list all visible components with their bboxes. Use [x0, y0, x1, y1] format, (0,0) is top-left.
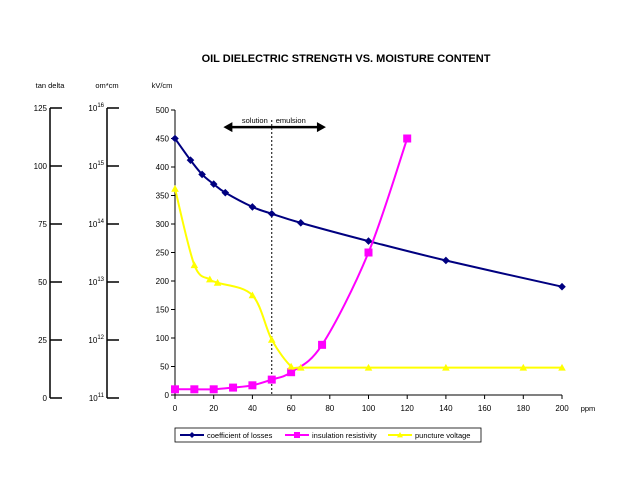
- data-point: [442, 256, 450, 265]
- legend-box: [174, 427, 482, 443]
- legend-marker: [294, 432, 300, 438]
- data-point: [171, 385, 179, 394]
- data-point: [209, 180, 218, 188]
- legend-marker: [189, 432, 195, 438]
- data-point: [198, 170, 206, 179]
- y-tick-label: 400: [156, 163, 170, 172]
- data-point: [171, 184, 179, 192]
- data-point: [318, 340, 327, 349]
- series-layer: [171, 134, 566, 394]
- data-point: [248, 291, 257, 299]
- resistivity-tick-label: 1011: [89, 393, 105, 403]
- x-tick-label: 160: [478, 404, 492, 413]
- tan-delta-tick-label: 100: [34, 162, 48, 171]
- y-tick-label: 450: [156, 135, 170, 144]
- x-tick-label: 40: [248, 404, 257, 413]
- x-tick-label: 140: [439, 404, 453, 413]
- x-tick-label: 80: [325, 404, 334, 413]
- data-point: [267, 209, 276, 218]
- data-point: [287, 368, 296, 377]
- x-tick-label: 200: [555, 404, 569, 413]
- data-point: [186, 156, 195, 164]
- x-tick-label: 0: [173, 404, 178, 413]
- resistivity-tick-label: 1015: [88, 161, 104, 171]
- data-point: [403, 134, 412, 143]
- emulsion-label: emulsion: [276, 116, 306, 125]
- data-point: [267, 335, 276, 343]
- resistivity-tick-label: 1013: [88, 277, 104, 287]
- data-point: [558, 282, 566, 291]
- x-axis-label: ppm: [581, 404, 596, 413]
- legend-label: insulation resistivity: [312, 431, 377, 440]
- data-point: [248, 203, 257, 211]
- legend: coefficient of losses insulation resistiv…: [174, 427, 482, 443]
- y-tick-label: 500: [156, 106, 170, 115]
- legend-label: coefficient of losses: [207, 431, 273, 440]
- data-point: [229, 383, 238, 392]
- y-tick-label: 250: [156, 249, 170, 258]
- data-point: [364, 237, 373, 245]
- solution-emulsion-annotation: solution emulsion: [223, 116, 326, 395]
- data-point: [287, 362, 295, 370]
- y-tick-label: 100: [156, 334, 170, 343]
- data-point: [519, 363, 528, 371]
- data-point: [190, 261, 199, 269]
- series-line: [175, 138, 409, 391]
- series-line: [174, 188, 562, 370]
- data-point: [213, 278, 222, 286]
- x-tick-label: 120: [401, 404, 415, 413]
- resistivity-tick-label: 1014: [88, 219, 104, 229]
- data-point: [558, 363, 566, 371]
- y-tick-label: 0: [165, 391, 170, 400]
- y-tick-label: 200: [156, 277, 170, 286]
- data-point: [209, 385, 218, 394]
- x-tick-label: 100: [362, 404, 376, 413]
- solution-label: solution: [242, 116, 268, 125]
- y-axis-label: kV/cm: [152, 81, 173, 90]
- legend-marker: [397, 432, 403, 438]
- data-point: [267, 375, 276, 384]
- resistivity-tick-label: 1016: [88, 103, 104, 113]
- data-point: [442, 363, 450, 371]
- data-point: [171, 134, 179, 143]
- tan-delta-tick-label: 125: [34, 104, 48, 113]
- chart-title: OIL DIELECTRIC STRENGTH VS. MOISTURE CON…: [202, 53, 491, 65]
- tan-delta-axis-label: tan delta: [36, 81, 66, 90]
- series-line: [174, 137, 563, 288]
- y-tick-label: 300: [156, 220, 170, 229]
- series-diamond: [171, 134, 566, 291]
- data-point: [248, 381, 257, 390]
- data-point: [364, 248, 373, 257]
- main-axes: 0 50 100 150 200 250 300 350 400 450 500 0 20 40 60 80 1…: [156, 106, 596, 413]
- legend-label: puncture voltage: [415, 431, 470, 440]
- tan-delta-tick-label: 0: [43, 394, 48, 403]
- resistivity-axis: 1011 1012 1013 1014 1015 1016: [88, 103, 119, 403]
- tan-delta-axis: 0 25 50 75 100 125: [34, 104, 62, 403]
- tan-delta-tick-label: 50: [38, 278, 47, 287]
- x-tick-label: 180: [517, 404, 531, 413]
- tan-delta-tick-label: 75: [38, 220, 47, 229]
- data-point: [296, 219, 305, 227]
- arrow-left-head: [223, 122, 233, 133]
- y-tick-label: 350: [156, 192, 170, 201]
- data-point: [364, 363, 373, 371]
- x-tick-label: 20: [209, 404, 218, 413]
- tan-delta-tick-label: 25: [38, 336, 47, 345]
- arrow-right-head: [316, 122, 326, 133]
- resistivity-axis-label: om*cm: [95, 81, 118, 90]
- data-point: [296, 363, 305, 371]
- x-tick-label: 60: [287, 404, 296, 413]
- y-tick-label: 150: [156, 306, 170, 315]
- y-tick-label: 50: [160, 363, 169, 372]
- data-point: [206, 275, 214, 283]
- data-point: [190, 385, 199, 394]
- series-triangle: [171, 184, 566, 371]
- series-square: [171, 134, 412, 394]
- resistivity-tick-label: 1012: [88, 335, 104, 345]
- data-point: [221, 188, 230, 197]
